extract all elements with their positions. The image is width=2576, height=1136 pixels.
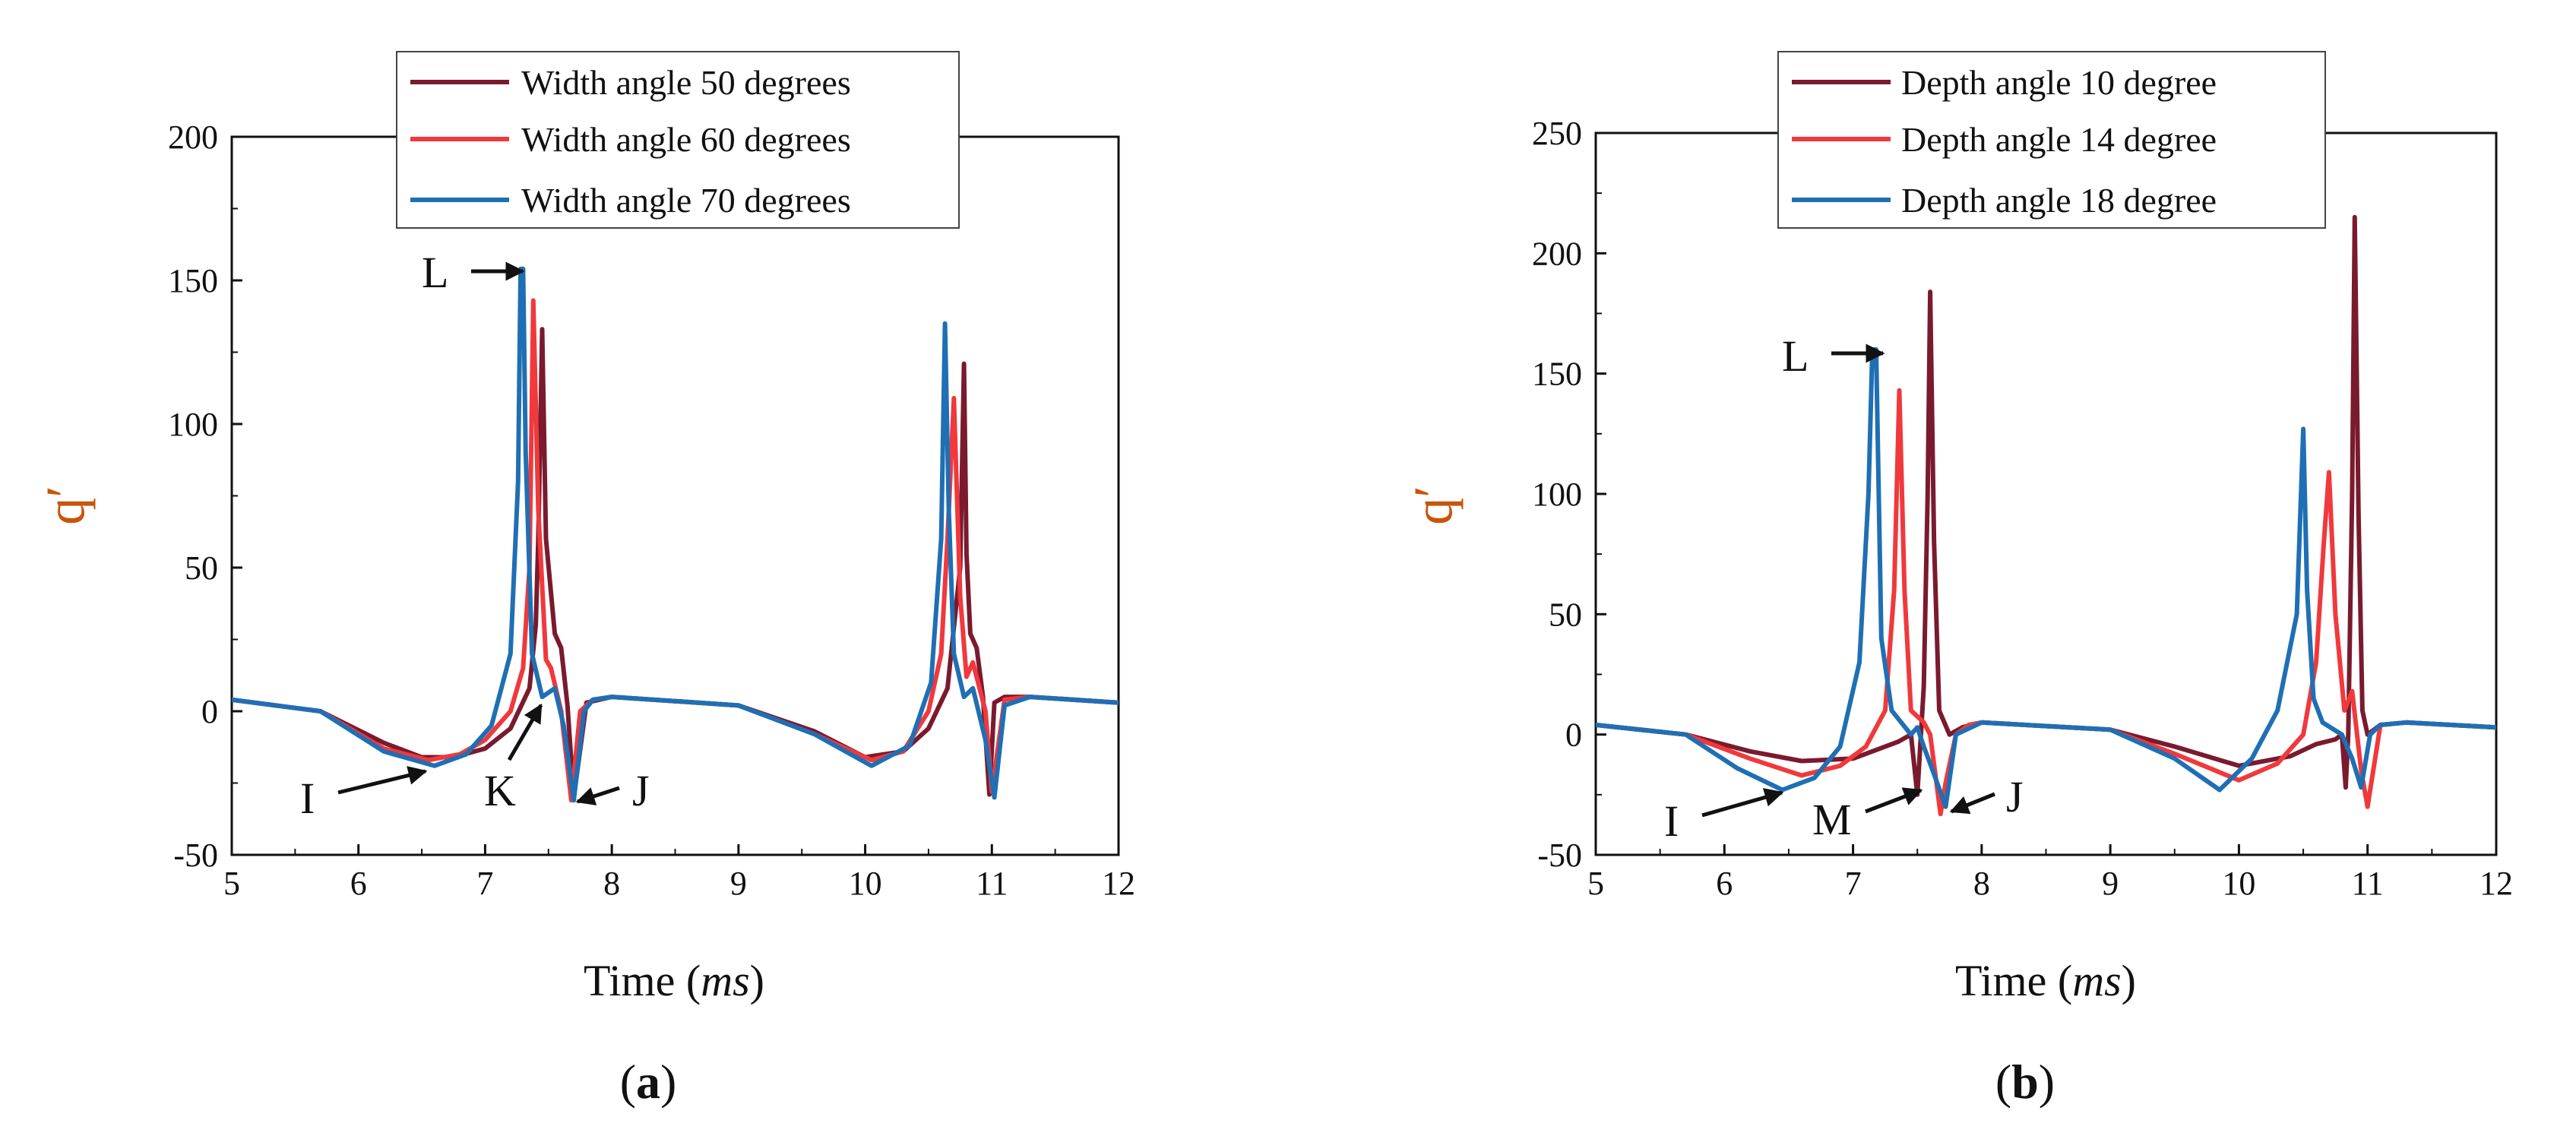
- panel-label-b: (b): [1995, 1055, 2055, 1109]
- y-tick-label: 0: [1565, 717, 1582, 754]
- x-tick-label: 11: [976, 865, 1008, 902]
- y-tick-label: 200: [168, 119, 218, 156]
- annotation-arrow-J: [575, 786, 620, 805]
- panel-label-close-a: ): [660, 1055, 676, 1109]
- y-tick-label: 150: [168, 262, 218, 299]
- annotation-L: L: [422, 248, 448, 297]
- annotations-a: L I K J: [300, 248, 650, 823]
- panel-label-open-b: (: [1995, 1055, 2011, 1109]
- y-tick-label: 0: [201, 693, 218, 730]
- panel-label-a: (a): [620, 1055, 677, 1109]
- x-tick-label: 8: [603, 865, 620, 902]
- y-axis-title-a: q′: [35, 486, 96, 525]
- y-tick-label: 250: [1532, 115, 1582, 152]
- y-tick-label: 100: [168, 406, 218, 443]
- x-tick-label: 8: [1973, 865, 1990, 902]
- y-tick-label: -50: [1537, 837, 1582, 874]
- x-axis-title-close-a: ): [750, 956, 764, 1005]
- panel-label-letter-a: a: [636, 1055, 660, 1109]
- x-axis-title-unit-b: ms: [2072, 956, 2121, 1005]
- y-tick-label: 200: [1532, 235, 1582, 272]
- y-tick-label: -50: [173, 837, 218, 874]
- series-line-2: [232, 266, 1119, 803]
- legend-label-1: Depth angle 14 degree: [1901, 120, 2217, 159]
- series-lines: [1596, 214, 2496, 817]
- legend-label-2: Width angle 70 degrees: [521, 181, 851, 220]
- panel-label-open-a: (: [620, 1055, 636, 1109]
- annotation-J: J: [2006, 772, 2024, 821]
- legend-a: Width angle 50 degrees Width angle 60 de…: [396, 51, 960, 229]
- annotation-K: K: [484, 766, 516, 815]
- annotation-arrow-I: [337, 766, 428, 795]
- y-tick-label: 100: [1532, 476, 1582, 513]
- x-axis-title-main-b: Time (: [1955, 956, 2072, 1005]
- legend-label-2: Depth angle 18 degree: [1901, 181, 2217, 220]
- x-tick-label: 10: [849, 865, 882, 902]
- annotation-I: I: [300, 774, 315, 823]
- series-lines: [232, 266, 1119, 803]
- x-tick-label: 9: [730, 865, 747, 902]
- legend-b: Depth angle 10 degree Depth angle 14 deg…: [1777, 51, 2326, 229]
- x-tick-label: 5: [223, 865, 240, 902]
- x-tick-label: 6: [350, 865, 367, 902]
- legend-label-1: Width angle 60 degrees: [521, 120, 851, 159]
- annotation-arrow-K: [507, 703, 543, 761]
- annotation-arrow-I: [1701, 788, 1784, 818]
- x-tick-label: 5: [1587, 865, 1604, 902]
- annotation-arrow-M: [1865, 787, 1923, 814]
- plot-area-a: 5 6 7 8 9 10 11 12 -50 0 50 100 150 200: [168, 119, 1135, 902]
- annotations-b: L I M J: [1664, 331, 2024, 846]
- x-axis-title-a: Time (ms): [584, 956, 764, 1005]
- panel-label-letter-b: b: [2011, 1055, 2039, 1109]
- annotation-M: M: [1812, 795, 1852, 844]
- x-tick-label: 9: [2102, 865, 2119, 902]
- x-tick-label: 7: [1845, 865, 1862, 902]
- panel-label-close-b: ): [2039, 1055, 2055, 1109]
- annotation-L: L: [1782, 331, 1809, 381]
- legend-label-0: Depth angle 10 degree: [1901, 63, 2217, 102]
- x-axis-title-main-a: Time (: [584, 956, 701, 1005]
- x-tick-label: 7: [476, 865, 493, 902]
- x-tick-label: 6: [1716, 865, 1733, 902]
- annotation-I: I: [1664, 796, 1679, 846]
- annotation-J: J: [632, 766, 650, 815]
- chart-panel-b: 5 6 7 8 9 10 11 12 -50 0 50 100 150 200 250 Depth angl…: [1403, 51, 2513, 1109]
- x-tick-label: 11: [2352, 865, 2384, 902]
- x-axis-title-b: Time (ms): [1955, 956, 2136, 1005]
- annotation-arrow-J: [1949, 792, 1995, 815]
- chart-panel-a: 5 6 7 8 9 10 11 12 -50 0 50 100 150 200 Width angle 5…: [35, 51, 1135, 1109]
- x-tick-label: 10: [2222, 865, 2255, 902]
- x-tick-label: 12: [2479, 865, 2513, 902]
- legend-label-0: Width angle 50 degrees: [521, 63, 851, 102]
- x-axis-title-close-b: ): [2122, 956, 2136, 1005]
- y-tick-label: 50: [185, 549, 218, 587]
- x-axis-title-unit-a: ms: [701, 956, 749, 1005]
- y-tick-label: 50: [1549, 596, 1582, 633]
- plot-area-b: 5 6 7 8 9 10 11 12 -50 0 50 100 150 200 250: [1532, 115, 2513, 902]
- series-line-2: [1596, 347, 2496, 809]
- y-tick-label: 150: [1532, 356, 1582, 393]
- y-axis-title-b: q′: [1403, 486, 1464, 525]
- x-tick-label: 12: [1102, 865, 1135, 902]
